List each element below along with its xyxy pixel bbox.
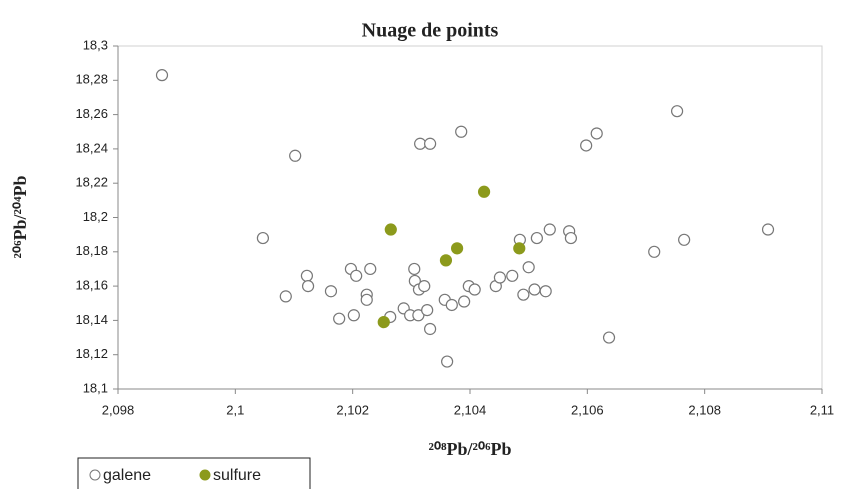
- legend: [77, 457, 311, 489]
- y-tick-label: 18,14: [75, 312, 108, 327]
- point: [670, 105, 684, 118]
- chart-title: Nuage de points: [362, 20, 499, 42]
- point: [602, 331, 616, 344]
- point: [360, 293, 373, 306]
- point: [301, 280, 315, 293]
- x-tick-label: 2,102: [336, 402, 369, 417]
- point: [493, 271, 507, 284]
- point: [761, 223, 775, 236]
- point: [648, 245, 661, 258]
- x-tick-label: 2,108: [688, 402, 721, 417]
- y-tick-label: 18,1: [83, 380, 108, 395]
- point: [530, 231, 543, 245]
- point: [424, 137, 437, 150]
- point: [289, 149, 302, 162]
- point: [439, 254, 453, 267]
- y-tick-label: 18,3: [83, 37, 108, 52]
- point: [580, 139, 593, 152]
- point: [450, 242, 464, 255]
- point: [256, 231, 270, 245]
- point: [408, 262, 421, 276]
- point: [445, 298, 458, 312]
- point: [414, 137, 427, 150]
- legend-label: galene: [103, 467, 151, 484]
- x-tick-label: 2,098: [102, 402, 135, 417]
- y-tick-label: 18,2: [83, 209, 108, 224]
- point: [513, 242, 526, 255]
- point: [300, 269, 314, 282]
- x-tick-label: 2,11: [810, 402, 834, 417]
- point: [418, 280, 431, 293]
- point: [539, 285, 552, 298]
- x-axis-label: ²⁰⁸Pb/²⁰⁶Pb: [428, 439, 511, 459]
- point: [522, 261, 535, 274]
- point: [477, 185, 491, 198]
- point: [590, 127, 603, 140]
- x-tick-label: 2,1: [226, 402, 244, 417]
- y-tick-label: 18,16: [75, 278, 108, 293]
- point: [155, 69, 169, 82]
- plot-frame: [117, 45, 823, 390]
- y-tick-label: 18,26: [75, 106, 108, 121]
- point: [350, 269, 363, 282]
- point: [528, 283, 541, 296]
- point: [424, 322, 437, 336]
- y-tick-label: 18,18: [75, 243, 108, 258]
- point: [517, 288, 530, 301]
- legend-marker: [199, 469, 211, 481]
- point: [333, 312, 346, 325]
- legend-label: sulfure: [213, 467, 261, 484]
- x-tick-label: 2,104: [454, 402, 487, 417]
- point: [377, 316, 390, 329]
- x-tick-label: 2,106: [571, 402, 604, 417]
- point: [564, 231, 578, 245]
- y-tick-label: 18,28: [75, 72, 108, 87]
- point: [324, 285, 338, 298]
- y-axis-label: ²⁰⁶Pb/²⁰⁴Pb: [10, 175, 30, 258]
- legend-marker: [89, 469, 101, 481]
- point: [441, 355, 454, 368]
- point: [384, 223, 397, 236]
- point: [421, 304, 434, 317]
- y-tick-label: 18,12: [75, 346, 108, 361]
- point: [347, 309, 360, 322]
- y-tick-label: 18,22: [75, 175, 108, 190]
- point: [543, 223, 556, 236]
- point: [678, 233, 691, 246]
- point: [279, 290, 292, 303]
- point: [455, 125, 468, 138]
- point: [412, 309, 425, 322]
- point: [458, 295, 471, 308]
- point: [506, 269, 519, 282]
- point: [364, 262, 377, 276]
- point: [468, 283, 481, 296]
- y-tick-label: 18,24: [75, 140, 108, 155]
